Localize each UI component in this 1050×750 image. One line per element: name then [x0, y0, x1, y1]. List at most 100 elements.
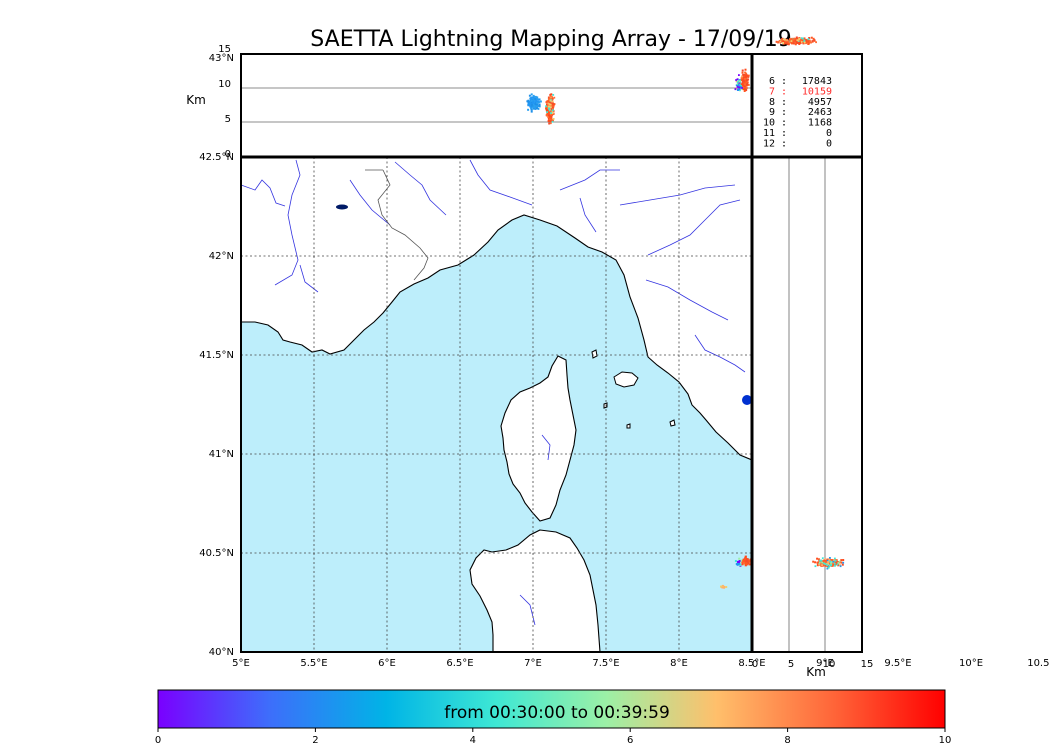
- lightning-source: [552, 118, 555, 120]
- lightning-source: [848, 44, 850, 46]
- lightning-source: [747, 74, 750, 77]
- lightning-source: [744, 77, 746, 80]
- map-graticule: [241, 157, 752, 652]
- lightning-source: [851, 37, 853, 39]
- lightning-source: [532, 103, 535, 106]
- lightning-source: [847, 40, 849, 42]
- lightning-source: [851, 39, 853, 41]
- lightning-source: [852, 38, 854, 40]
- lightning-source: [853, 40, 855, 42]
- count-altitude: 12: [763, 138, 775, 149]
- longitude-label: 9.5°E: [884, 658, 911, 669]
- lightning-source: [828, 565, 830, 568]
- lightning-source: [850, 39, 852, 41]
- lightning-source: [847, 43, 849, 45]
- lightning-source: [745, 87, 748, 89]
- count-separator: :: [781, 86, 787, 97]
- lightning-source: [849, 40, 851, 42]
- lightning-source: [746, 563, 749, 566]
- lightning-source: [849, 42, 851, 44]
- lightning-source: [816, 557, 819, 560]
- lightning-source: [747, 83, 750, 86]
- lightning-source: [809, 41, 812, 44]
- lightning-source: [852, 40, 854, 42]
- lightning-source: [847, 40, 849, 42]
- lightning-source: [850, 38, 852, 40]
- count-separator: :: [781, 76, 787, 87]
- lightning-source: [546, 106, 549, 109]
- lightning-source: [748, 560, 751, 563]
- lightning-source: [794, 43, 797, 46]
- lightning-source: [854, 39, 856, 41]
- lightning-source: [740, 86, 742, 88]
- lightning-source: [850, 37, 852, 39]
- lightning-source: [850, 41, 852, 43]
- lightning-source: [735, 84, 738, 87]
- lightning-source: [803, 41, 806, 44]
- lightning-source: [528, 94, 531, 97]
- lightning-source: [850, 42, 852, 44]
- lightning-source: [849, 39, 851, 41]
- lightning-source: [834, 564, 836, 567]
- lightning-source: [852, 42, 854, 44]
- latitude-label: 40°N: [209, 647, 234, 658]
- lightning-source: [536, 107, 539, 109]
- lightning-source: [549, 116, 552, 119]
- lightning-source: [850, 42, 852, 44]
- lightning-source: [851, 42, 853, 44]
- lightning-source: [852, 42, 854, 44]
- top-panel-points: [526, 93, 556, 125]
- longitude-label: 5.5°E: [300, 658, 327, 669]
- lightning-source: [849, 42, 851, 44]
- lightning-source: [744, 555, 747, 558]
- lightning-source: [741, 75, 743, 78]
- lightning-source: [842, 559, 845, 561]
- panel-frames: [240, 53, 863, 653]
- lightning-source: [744, 83, 747, 86]
- capraia-island: [591, 349, 598, 359]
- lightning-source: [854, 42, 856, 44]
- lightning-source: [799, 38, 802, 41]
- station-star: [866, 163, 877, 174]
- lightning-source: [745, 76, 747, 79]
- lightning-source: [846, 39, 848, 41]
- country-borders: [365, 169, 429, 281]
- lightning-source: [739, 87, 742, 89]
- latitude-label: 43°N: [209, 53, 234, 64]
- lightning-source: [849, 43, 851, 45]
- lightning-source: [746, 81, 749, 84]
- lightning-source: [850, 38, 852, 40]
- lightning-source: [552, 107, 554, 110]
- lightning-source: [850, 40, 852, 42]
- lightning-source: [846, 40, 848, 42]
- lightning-source: [534, 100, 537, 103]
- lightning-source: [848, 41, 850, 43]
- lightning-source: [846, 42, 848, 44]
- lightning-source: [851, 38, 853, 40]
- lightning-source: [547, 108, 550, 111]
- lightning-source: [853, 39, 855, 41]
- lightning-source: [533, 102, 536, 104]
- lightning-source: [550, 93, 553, 96]
- lightning-source: [824, 563, 827, 566]
- lightning-source: [850, 43, 852, 45]
- lightning-source: [851, 43, 853, 45]
- lightning-source: [849, 38, 851, 40]
- lightning-source: [849, 40, 851, 42]
- lightning-source: [853, 38, 855, 40]
- top-panel-unit-label: Km: [186, 93, 206, 107]
- lightning-source: [784, 40, 787, 43]
- lightning-source: [853, 37, 855, 39]
- lightning-source: [532, 96, 535, 99]
- lightning-source: [848, 39, 850, 41]
- lightning-source: [549, 102, 552, 105]
- lightning-source: [744, 556, 747, 559]
- lightning-source: [814, 561, 817, 564]
- lightning-source: [850, 37, 852, 39]
- lightning-source: [743, 80, 746, 83]
- lightning-source: [827, 562, 829, 565]
- lightning-source: [834, 559, 837, 562]
- count-value: 17843: [802, 76, 832, 87]
- lightning-source: [853, 41, 855, 43]
